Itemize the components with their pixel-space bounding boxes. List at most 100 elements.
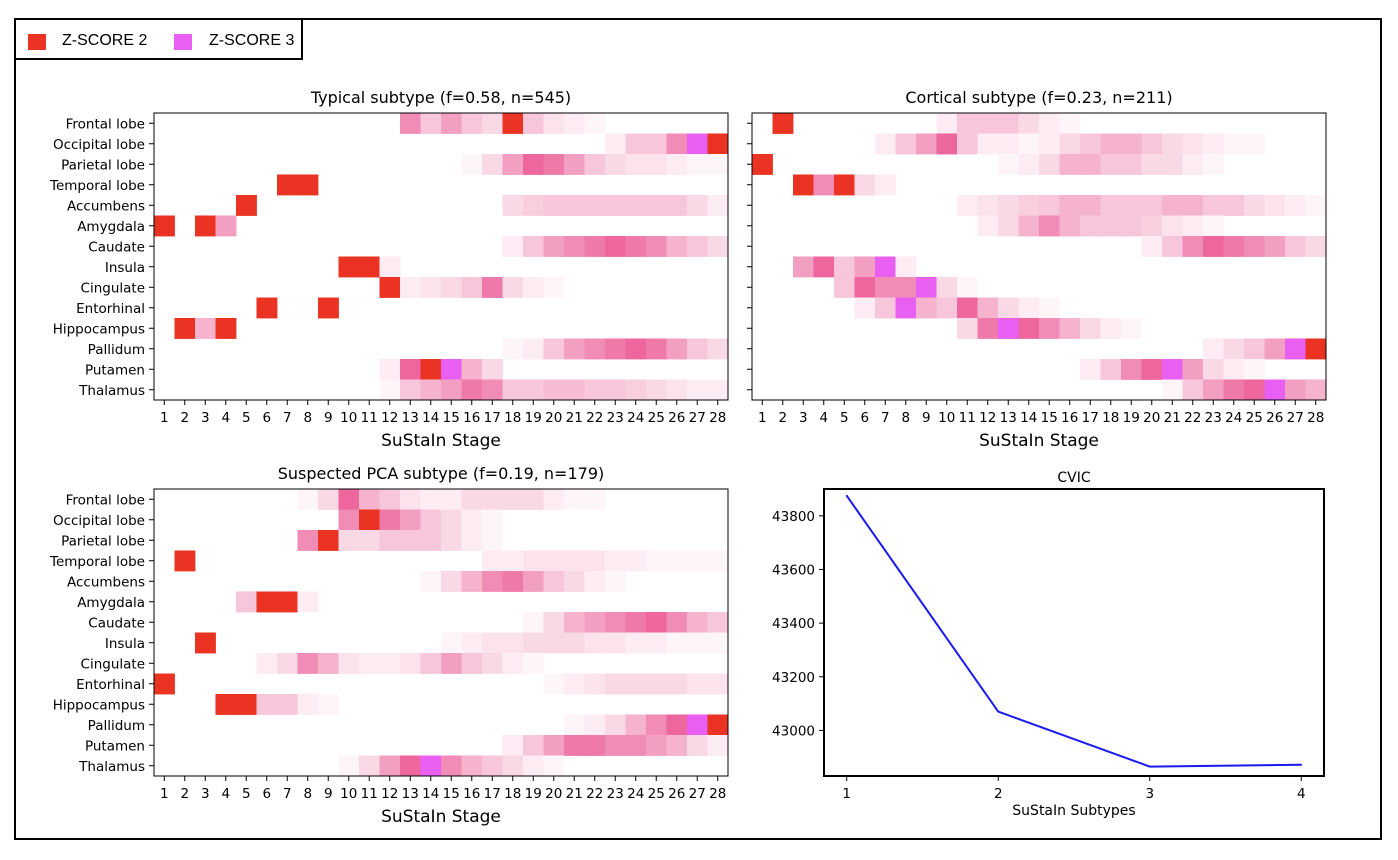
data-point: [1300, 763, 1303, 766]
heatmap-cell: [605, 571, 626, 592]
heatmap-cell: [1080, 215, 1101, 237]
heatmap-cell: [646, 735, 667, 756]
heatmap-cell: [666, 632, 688, 654]
heatmap-cell: [1223, 379, 1245, 401]
x-tick-label: 1: [160, 786, 169, 802]
heatmap-cell: [379, 489, 401, 510]
x-tick-label: 25: [648, 786, 665, 802]
heatmap-cell: [895, 133, 917, 155]
heatmap-cell: [957, 133, 978, 155]
heatmap-cell: [1141, 215, 1163, 237]
heatmap-cell: [379, 653, 401, 674]
heatmap-cell: [895, 277, 917, 298]
heatmap-cell: [1100, 215, 1122, 237]
heatmap-cell: [936, 113, 958, 134]
x-tick-label: 2: [180, 786, 189, 802]
heatmap-cell: [1162, 195, 1183, 216]
heatmap-cell: [1018, 297, 1040, 319]
heatmap-cell: [625, 154, 647, 175]
heatmap-cell: [236, 591, 257, 613]
heatmap-cell: [400, 113, 421, 134]
heatmap-cell: [1039, 133, 1060, 155]
x-tick-label: 5: [242, 410, 251, 426]
heatmap-cell: [813, 256, 835, 278]
line-chart-cvic: CVIC 43800 43600 43400 43200 43000 1 2 3 4 SuStaIn…: [772, 470, 1325, 819]
heatmap-cell: [564, 195, 585, 216]
heatmap-cell: [916, 133, 937, 155]
x-tick-label: 21: [566, 410, 583, 426]
heatmap-cell: [461, 489, 483, 510]
heatmap-cell: [1285, 338, 1306, 360]
plot-frame: [153, 488, 729, 777]
heatmap-cell: [957, 318, 978, 339]
chart-title: CVIC: [1057, 470, 1090, 486]
legend-label-zscore2: Z-SCORE 2: [62, 32, 148, 49]
heatmap-cell: [523, 277, 544, 298]
figure-frame: [14, 18, 1382, 840]
heatmap-cell: [646, 338, 667, 360]
heatmap-cell: [977, 195, 999, 216]
x-tick-label: 17: [484, 410, 501, 426]
heatmap-cell: [482, 154, 503, 175]
heatmap-cell: [1203, 379, 1224, 401]
x-tick-label: 11: [959, 410, 976, 426]
heatmap-cell: [420, 530, 442, 551]
heatmap-cell: [1203, 338, 1224, 360]
x-tick-label: 20: [1143, 410, 1160, 426]
heatmap-cell: [707, 379, 729, 401]
y-tick-label-thalamus: Thalamus: [78, 383, 145, 399]
x-tick-label: 15: [443, 410, 460, 426]
heatmap-cell: [1141, 133, 1163, 155]
heatmap-cell: [420, 359, 442, 380]
heatmap-cell: [813, 174, 835, 196]
heatmap-cell: [646, 632, 667, 654]
heatmap-cell: [523, 489, 544, 510]
x-tick-label: 1: [160, 410, 169, 426]
x-axis-label: SuStaIn Stage: [381, 431, 501, 451]
y-tick-label: 43600: [772, 562, 815, 578]
x-tick-label: 10: [340, 786, 357, 802]
x-axis-label: SuStaIn Stage: [381, 807, 501, 827]
heatmap-cell: [625, 612, 647, 633]
x-tick-label: 22: [586, 786, 603, 802]
heatmap-cell: [523, 755, 544, 777]
heatmap-cell: [482, 113, 503, 134]
heatmap-cell: [543, 571, 565, 592]
heatmap-cell: [1182, 154, 1204, 175]
heatmap-cell: [1059, 215, 1081, 237]
chart-title: Suspected PCA subtype (f=0.19, n=179): [278, 464, 605, 483]
heatmap-cell: [625, 133, 647, 155]
heatmap-cell: [420, 277, 442, 298]
heatmap-cell: [1080, 195, 1101, 216]
heatmap-cell: [687, 632, 708, 654]
heatmap-cell: [1100, 359, 1122, 380]
heatmap-cell: [895, 297, 917, 319]
heatmap-cell: [998, 154, 1019, 175]
x-tick-label: 8: [303, 410, 312, 426]
heatmap-cell: [895, 256, 917, 278]
heatmap-cell: [461, 571, 483, 592]
x-tick-label: 28: [1307, 410, 1324, 426]
x-tick-label: 24: [627, 786, 644, 802]
heatmap-cell: [605, 379, 626, 401]
heatmap-cell: [605, 714, 626, 736]
heatmap-cell: [318, 297, 339, 319]
heatmap-cell: [1162, 236, 1183, 257]
heatmap-cell: [379, 509, 401, 531]
heatmap-cell: [379, 530, 401, 551]
heatmap-cell: [1121, 154, 1142, 175]
heatmap-cell: [564, 673, 585, 695]
heatmap-cell: [564, 113, 585, 134]
heatmap-cell: [400, 530, 421, 551]
x-tick-label: 28: [709, 410, 726, 426]
heatmap-cell: [584, 571, 606, 592]
heatmap-cell: [1244, 133, 1265, 155]
heatmap-cell: [174, 318, 196, 339]
heatmap-cell: [834, 256, 855, 278]
heatmap-cell: [195, 318, 216, 339]
heatmap-cell: [584, 379, 606, 401]
x-tick-label: 22: [1184, 410, 1201, 426]
x-tick-label: 21: [566, 786, 583, 802]
y-tick-label-accumbens: Accumbens: [67, 574, 145, 590]
heatmap-cell: [1244, 359, 1265, 380]
